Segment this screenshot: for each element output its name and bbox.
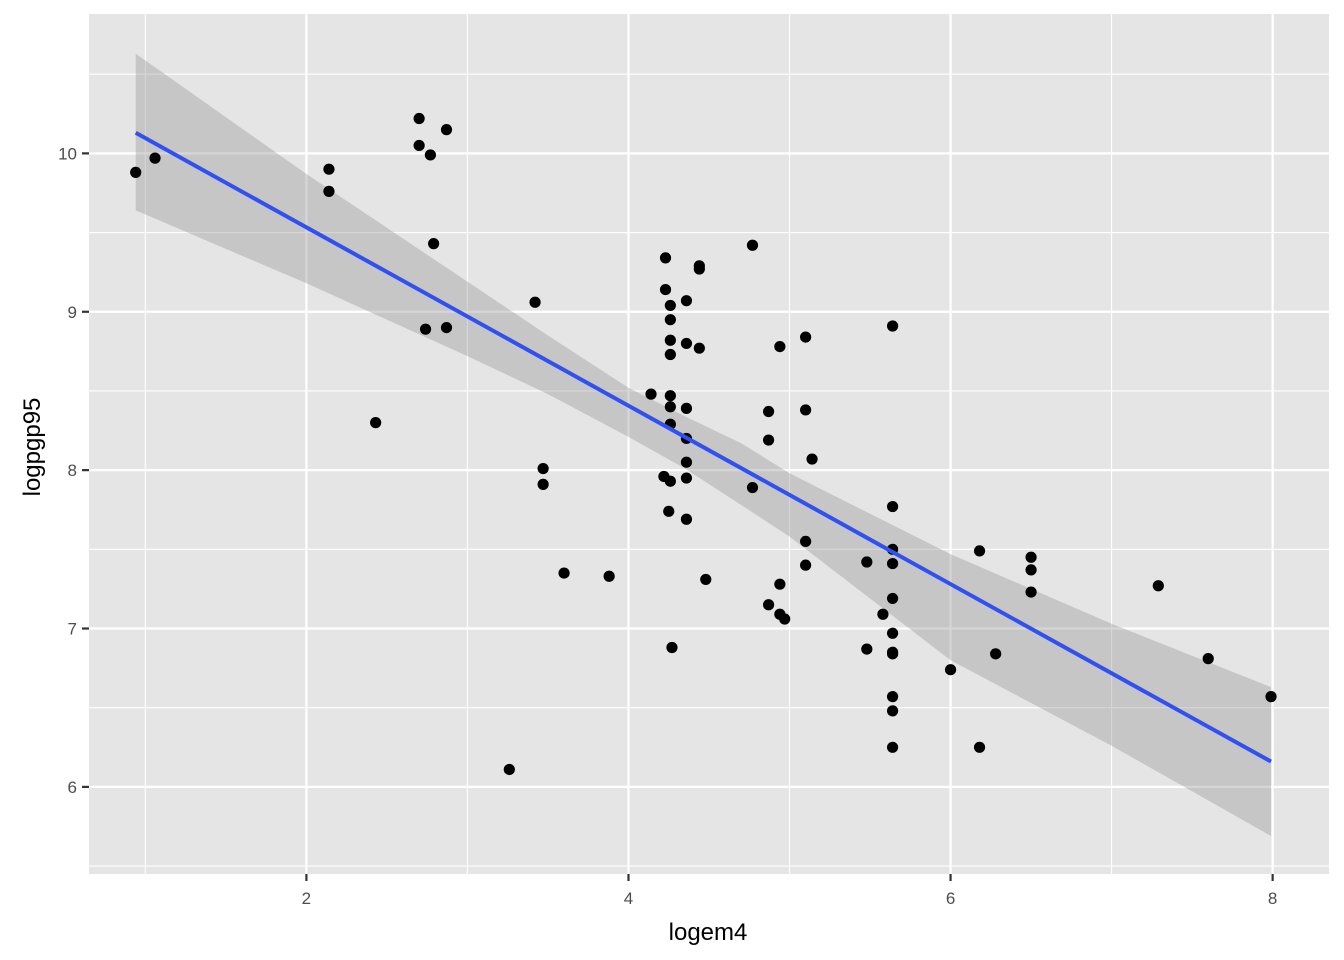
data-point	[693, 263, 705, 275]
x-axis-title: logem4	[669, 919, 748, 946]
x-axis: 2 4 6 8	[302, 874, 1277, 908]
data-point	[886, 741, 899, 753]
x-tick-label: 2	[302, 889, 311, 908]
data-point	[944, 664, 957, 676]
data-point	[645, 388, 657, 400]
data-point	[323, 185, 335, 197]
data-point	[774, 340, 786, 353]
data-point	[886, 648, 899, 660]
data-point	[529, 296, 541, 308]
data-point	[693, 342, 705, 354]
data-point	[664, 299, 676, 312]
x-tick-label: 6	[946, 889, 955, 908]
confidence-band	[135, 53, 1272, 836]
data-point	[762, 405, 775, 418]
data-point	[886, 592, 899, 605]
data-point	[700, 573, 712, 586]
y-tick-label: 7	[68, 620, 77, 639]
data-point	[779, 613, 791, 625]
data-point	[680, 456, 693, 468]
y-axis: 6 7 8 9 10	[58, 144, 89, 797]
data-point	[440, 124, 453, 136]
data-point	[149, 152, 161, 164]
data-point	[800, 535, 812, 548]
data-point	[1025, 586, 1037, 598]
regression-line	[134, 131, 1272, 764]
data-point	[746, 481, 759, 494]
data-point	[973, 741, 986, 753]
data-points	[130, 112, 1277, 776]
data-point	[1265, 691, 1277, 703]
data-point	[680, 295, 693, 307]
data-point	[861, 556, 873, 568]
data-point	[666, 641, 678, 654]
data-point	[659, 283, 672, 296]
data-point	[664, 314, 676, 326]
data-point	[886, 500, 899, 513]
data-point	[762, 434, 775, 446]
y-tick-label: 10	[58, 144, 77, 163]
data-point	[413, 112, 425, 125]
data-point	[537, 462, 549, 475]
data-point	[503, 763, 515, 776]
data-point	[973, 545, 986, 557]
data-point	[746, 239, 759, 251]
x-tick-label: 4	[624, 889, 633, 908]
y-tick-label: 8	[68, 461, 77, 480]
data-point	[323, 163, 335, 175]
data-point	[130, 166, 142, 178]
data-point	[664, 390, 676, 402]
data-point	[886, 320, 899, 332]
major-gridlines	[89, 14, 1329, 874]
data-point	[886, 627, 899, 639]
data-point	[886, 557, 899, 570]
data-point	[558, 567, 570, 579]
data-point	[800, 559, 812, 571]
y-tick-label: 9	[68, 303, 77, 322]
data-point	[440, 321, 453, 334]
data-point	[800, 404, 812, 416]
data-point	[664, 334, 676, 346]
data-point	[537, 478, 549, 490]
data-point	[664, 401, 676, 413]
y-axis-title: logpgp95	[19, 398, 46, 497]
data-point	[664, 348, 676, 361]
data-point	[603, 570, 615, 582]
data-point	[663, 505, 675, 517]
data-point	[680, 337, 693, 350]
data-point	[659, 252, 672, 264]
x-tick-label: 8	[1268, 889, 1277, 908]
data-point	[886, 705, 899, 717]
data-point	[877, 608, 889, 620]
data-point	[886, 691, 899, 703]
data-point	[419, 323, 432, 335]
data-point	[1025, 551, 1037, 563]
data-point	[413, 139, 425, 152]
data-point	[1202, 653, 1214, 665]
minor-gridlines	[89, 14, 1329, 874]
data-point	[774, 578, 786, 590]
data-point	[861, 643, 873, 655]
data-point	[370, 417, 382, 429]
data-point	[800, 331, 812, 343]
y-tick-label: 6	[68, 778, 77, 797]
data-point	[680, 402, 693, 414]
plot-panel	[89, 14, 1329, 874]
data-point	[1025, 564, 1037, 576]
data-point	[806, 453, 818, 465]
data-point	[762, 599, 775, 611]
data-point	[428, 238, 440, 250]
data-point	[424, 149, 437, 161]
data-point	[680, 472, 693, 484]
data-point	[990, 648, 1002, 660]
data-point	[680, 513, 693, 525]
data-point	[664, 475, 676, 487]
data-point	[1152, 580, 1164, 592]
